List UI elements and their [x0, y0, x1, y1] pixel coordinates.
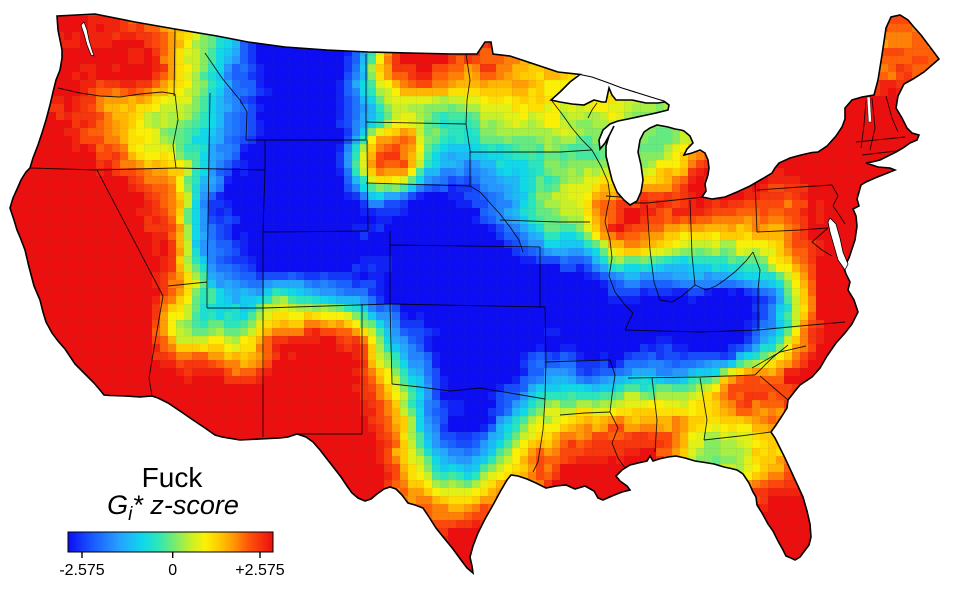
svg-text:-2.575: -2.575: [59, 562, 104, 579]
svg-text:+2.575: +2.575: [235, 562, 284, 579]
svg-text:0: 0: [168, 562, 177, 579]
svg-text:Fuck: Fuck: [142, 462, 204, 493]
svg-text:Gi* z-score: Gi* z-score: [107, 490, 239, 525]
